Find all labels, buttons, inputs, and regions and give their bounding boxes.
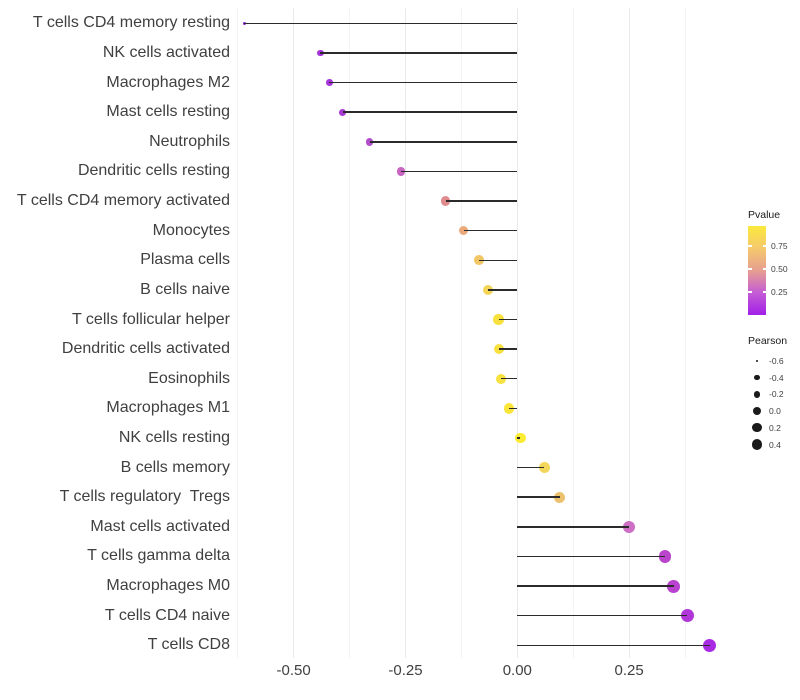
category-label: T cells regulatory Tregs: [59, 488, 230, 506]
category-label: NK cells activated: [102, 43, 230, 61]
gridline-minor: [460, 8, 462, 658]
lollipop-dot: [515, 432, 526, 444]
pvalue-tick-label: 0.25: [771, 287, 788, 298]
pvalue-colorbar: [748, 226, 766, 315]
pearson-legend-dot: [753, 390, 761, 398]
pvalue-bar-notch-left: [748, 245, 752, 247]
lollipop-dot: [538, 462, 550, 474]
lollipop-stem: [401, 170, 518, 173]
lollipop-stem: [517, 644, 710, 647]
lollipop-stem: [445, 200, 518, 202]
lollipop-dot: [494, 344, 505, 355]
pvalue-tick-label: 0.75: [771, 241, 788, 252]
pvalue-tick-label: 0.50: [771, 264, 788, 275]
pearson-legend-label: 0.4: [769, 439, 781, 450]
pearson-legend-label: -0.4: [769, 372, 784, 383]
x-tick-label: -0.50: [276, 662, 311, 679]
pearson-legend-dot: [752, 407, 762, 416]
lollipop-dot: [667, 579, 681, 593]
lollipop-stem: [517, 614, 688, 617]
gridline-minor: [684, 8, 686, 658]
category-label: Plasma cells: [140, 251, 230, 269]
lollipop-dot: [242, 21, 247, 25]
pearson-legend-label: 0.0: [769, 406, 781, 417]
lollipop-stem: [500, 377, 518, 380]
category-label: T cells CD4 naive: [104, 606, 230, 624]
category-label: Dendritic cells resting: [77, 162, 230, 180]
pvalue-bar-notch-right: [762, 245, 766, 247]
pearson-legend-label: -0.6: [769, 356, 784, 366]
category-label: T cells CD4 memory resting: [32, 14, 230, 32]
category-label: T cells CD8: [147, 636, 230, 654]
lollipop-stem: [517, 585, 674, 587]
category-label: Dendritic cells activated: [61, 340, 230, 358]
lollipop-stem: [369, 141, 518, 143]
pvalue-legend-title: Pvalue: [748, 209, 781, 221]
x-tick-label: 0.00: [502, 662, 532, 679]
pearson-legend-dot: [754, 375, 760, 381]
pearson-legend-label: 0.2: [769, 422, 781, 433]
lollipop-stem: [517, 437, 521, 439]
lollipop-stem: [509, 407, 518, 410]
category-label: Neutrophils: [149, 132, 230, 150]
category-label: B cells naive: [140, 280, 230, 298]
lollipop-dot: [658, 550, 672, 563]
lollipop-dot: [339, 108, 347, 116]
category-label: Eosinophils: [148, 369, 230, 387]
category-label: Macrophages M2: [106, 73, 230, 91]
lollipop-dot: [622, 520, 636, 533]
lollipop-stem: [479, 259, 518, 261]
pearson-legend-label: -0.2: [769, 389, 784, 400]
category-label: Macrophages M0: [106, 577, 230, 595]
category-label: T cells gamma delta: [87, 547, 230, 565]
category-label: T cells CD4 memory activated: [16, 192, 230, 210]
gridline-major: [628, 8, 630, 658]
gridline-major: [516, 8, 518, 658]
category-label: Macrophages M1: [106, 399, 230, 417]
pvalue-bar-notch-left: [748, 291, 752, 293]
lollipop-stem: [517, 496, 560, 498]
lollipop-stem: [329, 81, 518, 84]
lollipop-dot: [317, 49, 324, 57]
lollipop-stem: [517, 466, 545, 469]
pearson-legend-title: Pearson: [748, 335, 788, 347]
category-label: Mast cells activated: [90, 517, 230, 535]
gridline-major: [404, 8, 406, 658]
category-label: B cells memory: [120, 458, 230, 476]
gridline-major: [293, 8, 295, 658]
lollipop-stem: [499, 348, 518, 350]
lollipop-stem: [463, 229, 518, 232]
pearson-legend-dot: [752, 423, 762, 433]
lollipop-stem: [498, 318, 518, 321]
lollipop-stem: [487, 289, 518, 291]
lollipop-dot: [554, 491, 566, 503]
category-label: T cells follicular helper: [72, 310, 230, 328]
lollipop-dot: [702, 638, 717, 652]
gridline-minor: [349, 8, 351, 658]
lollipop-stem: [517, 555, 665, 558]
category-label: Mast cells resting: [106, 103, 230, 121]
gridline-minor: [572, 8, 574, 658]
lollipop-dot: [680, 609, 694, 623]
pearson-legend-dot: [755, 359, 759, 363]
category-label: Monocytes: [152, 221, 230, 239]
category-label: NK cells resting: [118, 428, 230, 446]
pvalue-bar-notch-right: [762, 268, 766, 270]
pvalue-bar-notch-right: [762, 291, 766, 293]
lollipop-stem: [342, 111, 518, 113]
pearson-legend-dot: [751, 439, 763, 450]
lollipop-stem: [244, 22, 518, 25]
gridline-minor: [237, 8, 239, 658]
lollipop-stem: [517, 526, 630, 528]
x-tick-label: 0.25: [614, 662, 644, 679]
lollipop-stem: [320, 52, 518, 54]
pvalue-bar-notch-left: [748, 268, 752, 270]
x-tick-label: -0.25: [388, 662, 423, 679]
